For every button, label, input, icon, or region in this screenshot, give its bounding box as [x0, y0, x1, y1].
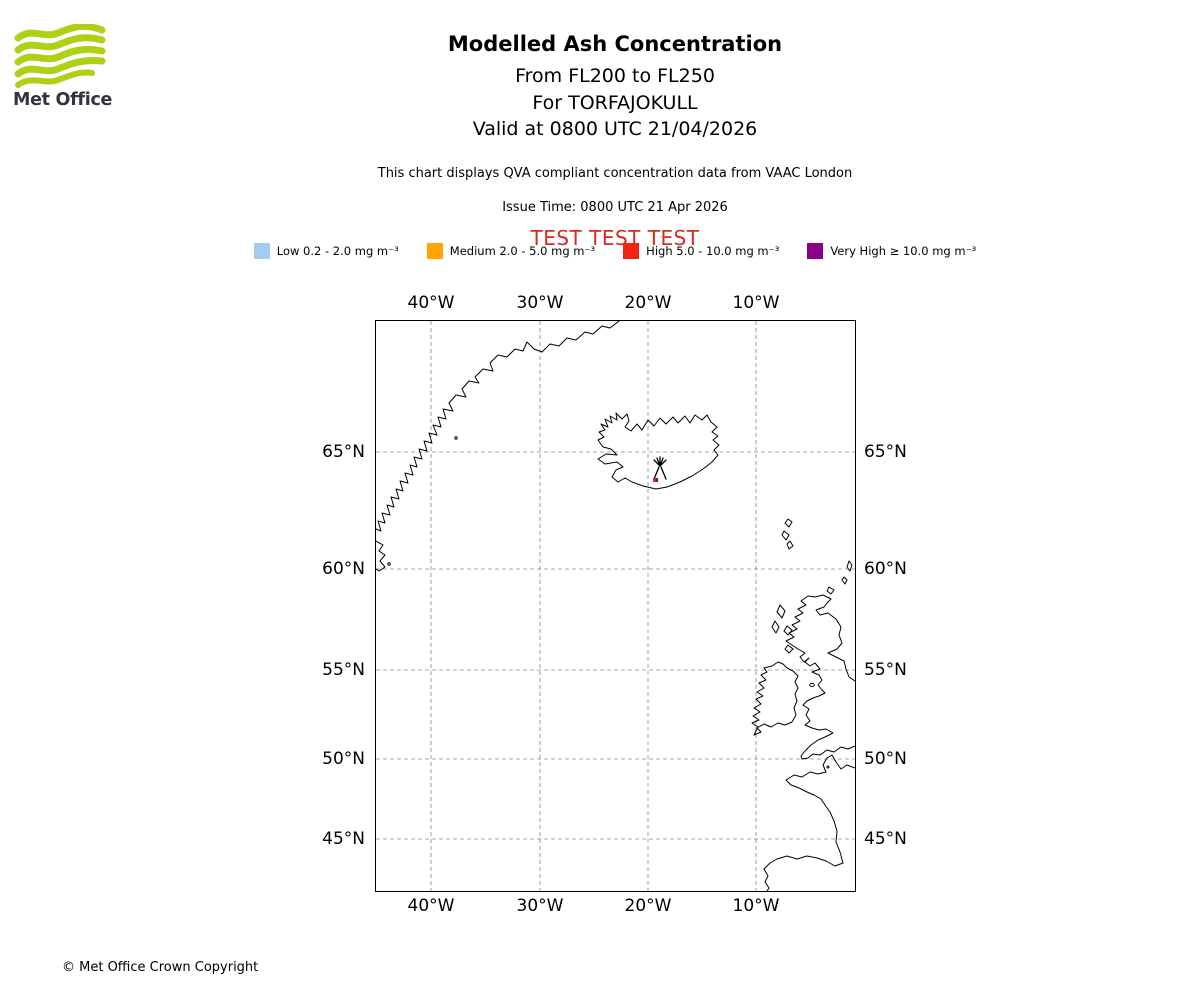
- legend-swatch-low: [253, 243, 270, 259]
- legend-swatch-very-high: [807, 243, 824, 259]
- legend-item-very-high: Very High ≥ 10.0 mg m⁻³: [807, 243, 976, 259]
- volcano-eruption-symbol: [653, 456, 667, 480]
- lon-label-bottom-30w: 30°W: [516, 896, 564, 916]
- lon-label-bottom-20w: 20°W: [624, 896, 672, 916]
- logo-wave: [14, 24, 106, 42]
- volcano-name-line: For TORFAJOKULL: [532, 91, 698, 114]
- logo-wave: [14, 45, 106, 66]
- legend-swatch-medium: [426, 243, 443, 259]
- lat-label-left-45n: 45°N: [322, 829, 365, 849]
- lat-label-right-45n: 45°N: [864, 829, 907, 849]
- legend-item-low: Low 0.2 - 2.0 mg m⁻³: [253, 243, 399, 259]
- coastline-great-britain: [785, 594, 855, 760]
- met-office-logo-waves: [14, 24, 106, 88]
- coastline-hebrides: [771, 604, 794, 654]
- volcano-legs: [653, 466, 667, 480]
- coastline-greenland-cape-farewell: [376, 540, 386, 572]
- greenland-islet: [454, 436, 458, 440]
- coastline-isle-of-man: [809, 682, 815, 688]
- test-banner: TEST TEST TEST: [530, 225, 700, 250]
- logo-wave-group: [14, 24, 106, 88]
- legend-swatch-high: [623, 243, 640, 259]
- ash-very-high-cell: [655, 478, 658, 482]
- legend-label-medium: Medium 2.0 - 5.0 mg m⁻³: [449, 244, 596, 258]
- lat-label-left-55n: 55°N: [322, 660, 365, 680]
- page-title: Modelled Ash Concentration: [447, 32, 783, 56]
- lon-label-top-10w: 10°W: [732, 293, 780, 313]
- map-svg: [376, 321, 855, 891]
- coastline-ireland: [751, 661, 799, 736]
- legend-label-high: High 5.0 - 10.0 mg m⁻³: [646, 244, 780, 258]
- lon-label-bottom-40w: 40°W: [407, 896, 455, 916]
- coastline-channel-island: [826, 765, 830, 769]
- issue-time: Issue Time: 0800 UTC 21 Apr 2026: [502, 199, 728, 215]
- lon-label-bottom-10w: 10°W: [732, 896, 780, 916]
- ash-concentration-patch: [653, 478, 658, 482]
- coastline-france-spain: [763, 754, 855, 891]
- coastline-shetland-orkney: [826, 560, 853, 595]
- coastline-iceland: [597, 412, 720, 490]
- lat-label-right-55n: 55°N: [864, 660, 907, 680]
- grid-lines: [376, 321, 855, 891]
- qva-description: This chart displays QVA compliant concen…: [377, 165, 853, 181]
- lat-label-right-60n: 60°N: [864, 559, 907, 579]
- volcano-spray: [653, 456, 667, 467]
- lat-label-right-50n: 50°N: [864, 749, 907, 769]
- logo-wave: [15, 69, 95, 88]
- valid-time-line: Valid at 0800 UTC 21/04/2026: [472, 118, 758, 140]
- legend-item-medium: Medium 2.0 - 5.0 mg m⁻³: [426, 243, 596, 259]
- legend-label-low: Low 0.2 - 2.0 mg m⁻³: [276, 244, 399, 258]
- greenland-islet: [387, 562, 391, 566]
- lat-label-left-65n: 65°N: [322, 442, 365, 462]
- logo-wave: [14, 34, 106, 54]
- legend: Low 0.2 - 2.0 mg m⁻³ Medium 2.0 - 5.0 mg…: [30, 243, 1200, 259]
- coastline-faroe-islands: [781, 518, 794, 550]
- lon-label-top-40w: 40°W: [407, 293, 455, 313]
- met-office-logo-text: Met Office: [13, 90, 113, 110]
- lon-label-top-20w: 20°W: [624, 293, 672, 313]
- coastline-greenland: [376, 321, 620, 532]
- copyright: © Met Office Crown Copyright: [62, 960, 259, 975]
- lat-label-right-65n: 65°N: [864, 442, 907, 462]
- lat-label-left-50n: 50°N: [322, 749, 365, 769]
- logo-wave: [14, 57, 106, 78]
- legend-label-very-high: Very High ≥ 10.0 mg m⁻³: [830, 244, 977, 258]
- legend-item-high: High 5.0 - 10.0 mg m⁻³: [623, 243, 779, 259]
- flight-level-line: From FL200 to FL250: [515, 65, 715, 87]
- lon-label-top-30w: 30°W: [516, 293, 564, 313]
- title-block: Modelled Ash Concentration From FL200 to…: [30, 0, 1200, 250]
- lat-label-left-60n: 60°N: [322, 559, 365, 579]
- map-frame: [375, 320, 856, 892]
